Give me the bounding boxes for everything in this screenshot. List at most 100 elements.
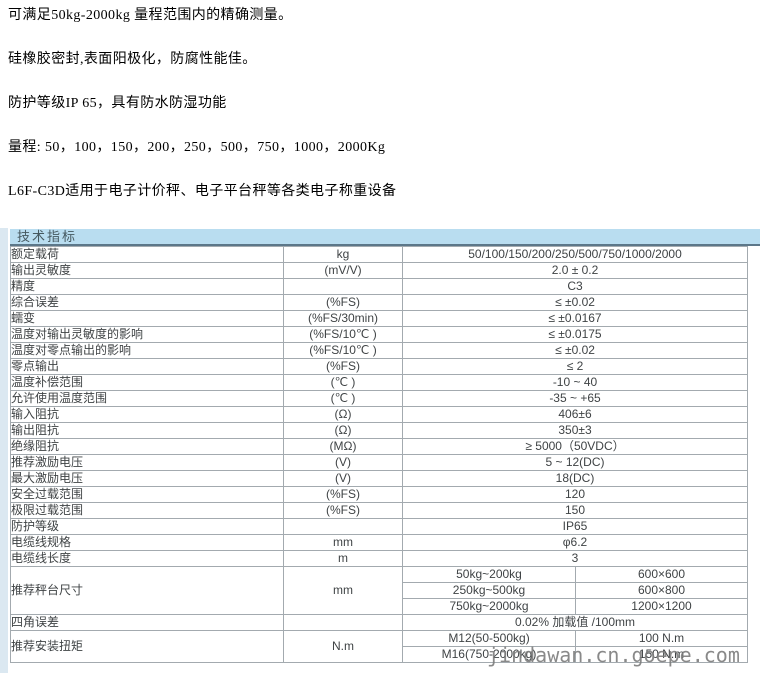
param-label-cell: 推荐安装扭矩 <box>10 630 284 663</box>
param-label-cell: 精度 <box>10 278 284 295</box>
table-row: 防护等级 IP65 <box>10 518 749 535</box>
table-row: 最大激励电压 (V) 18(DC) <box>10 470 749 487</box>
unit-cell: mm <box>283 566 403 615</box>
table-row: 温度补偿范围 (℃ ) -10 ~ 40 <box>10 374 749 391</box>
table-row: 允许使用温度范围 (℃ ) -35 ~ +65 <box>10 390 749 407</box>
value-cell: -35 ~ +65 <box>401 390 749 407</box>
unit-cell: (MΩ) <box>283 438 403 455</box>
spec-table-section: 技术指标 额定载荷 kg 50/100/150/200/250/500/750/10… <box>10 229 760 663</box>
unit-cell <box>283 278 403 295</box>
param-label-cell: 温度补偿范围 <box>10 374 284 391</box>
param-label-cell: 绝缘阻抗 <box>10 438 284 455</box>
param-label-cell: 温度对输出灵敏度的影响 <box>10 326 284 343</box>
table-row: 电缆线长度 m 3 <box>10 550 749 567</box>
table-row: 电缆线规格 mm φ6.2 <box>10 534 749 551</box>
param-label-cell: 温度对零点输出的影响 <box>10 342 284 359</box>
table-row: 安全过载范围 (%FS) 120 <box>10 486 749 503</box>
param-label-cell: 零点输出 <box>10 358 284 375</box>
intro-line: 硅橡胶密封,表面阳极化，防腐性能佳。 <box>8 52 257 67</box>
param-label-cell: 输出阻抗 <box>10 422 284 439</box>
param-label-cell: 允许使用温度范围 <box>10 390 284 407</box>
value-cell: ≤ ±0.02 <box>401 294 749 311</box>
sub-value-cell: 1200×1200 <box>574 598 749 615</box>
table-row: 四角误差 0.02% 加载值 /100mm <box>10 614 749 631</box>
param-label-cell: 电缆线规格 <box>10 534 284 551</box>
intro-line: 量程: 50，100，150，200，250，500，750，1000，2000… <box>8 140 386 155</box>
intro-line: 防护等级IP 65，具有防水防湿功能 <box>8 96 227 111</box>
unit-cell <box>283 518 403 535</box>
sub-value-cell: 150 N.m <box>574 646 749 663</box>
sub-range-cell: M12(50-500kg) <box>402 630 576 647</box>
param-label-cell: 最大激励电压 <box>10 470 284 487</box>
intro-line: L6F-C3D适用于电子计价秤、电子平台秤等各类电子称重设备 <box>8 184 397 199</box>
unit-cell: mm <box>283 534 403 551</box>
value-cell: ≤ ±0.0167 <box>401 310 749 327</box>
value-cell: φ6.2 <box>401 534 749 551</box>
spec-table: 额定载荷 kg 50/100/150/200/250/500/750/1000/20… <box>10 246 749 663</box>
table-row: 温度对输出灵敏度的影响 (%FS/10℃ ) ≤ ±0.0175 <box>10 326 749 343</box>
unit-cell: (℃ ) <box>283 390 403 407</box>
unit-cell: (Ω) <box>283 422 403 439</box>
sub-range-cell: 750kg~2000kg <box>402 598 576 615</box>
sub-range-cell: 250kg~500kg <box>402 582 576 599</box>
table-row: 输出灵敏度 (mV/V) 2.0 ± 0.2 <box>10 262 749 279</box>
sub-value-cell: 600×600 <box>574 566 749 583</box>
table-row: 推荐安装扭矩 N.m M12(50-500kg) 100 N.m <box>10 630 749 663</box>
left-margin-stripe <box>0 228 8 673</box>
param-label-cell: 输入阻抗 <box>10 406 284 423</box>
unit-cell: (℃ ) <box>283 374 403 391</box>
sub-value-cell: 100 N.m <box>574 630 749 647</box>
table-row: 综合误差 (%FS) ≤ ±0.02 <box>10 294 749 311</box>
intro-text: 可满足50kg-2000kg 量程范围内的精确测量。 硅橡胶密封,表面阳极化，防腐… <box>8 8 748 228</box>
value-cell: 150 <box>401 502 749 519</box>
value-cell: ≥ 5000（50VDC） <box>401 438 749 455</box>
value-cell: 50/100/150/200/250/500/750/1000/2000 <box>401 246 749 263</box>
table-row: 推荐秤台尺寸 mm 50kg~200kg 600×600 <box>10 566 749 615</box>
unit-cell: (Ω) <box>283 406 403 423</box>
param-label-cell: 电缆线长度 <box>10 550 284 567</box>
value-cell: C3 <box>401 278 749 295</box>
unit-cell: (V) <box>283 454 403 471</box>
value-cell: 120 <box>401 486 749 503</box>
param-label-cell: 防护等级 <box>10 518 284 535</box>
unit-cell: m <box>283 550 403 567</box>
table-row: M16(750-2000kg) 150 N.m <box>11 646 749 663</box>
param-label-cell: 极限过载范围 <box>10 502 284 519</box>
value-cell: 3 <box>401 550 749 567</box>
unit-cell: (V) <box>283 470 403 487</box>
unit-cell: kg <box>283 246 403 263</box>
param-label-cell: 安全过载范围 <box>10 486 284 503</box>
table-row: 温度对零点输出的影响 (%FS/10℃ ) ≤ ±0.02 <box>10 342 749 359</box>
unit-cell: (%FS/10℃ ) <box>283 326 403 343</box>
value-cell: ≤ ±0.02 <box>401 342 749 359</box>
unit-cell: (%FS/30min) <box>283 310 403 327</box>
table-row: 推荐激励电压 (V) 5 ~ 12(DC) <box>10 454 749 471</box>
param-label-cell: 综合误差 <box>10 294 284 311</box>
table-row: 绝缘阻抗 (MΩ) ≥ 5000（50VDC） <box>10 438 749 455</box>
table-row: 极限过载范围 (%FS) 150 <box>10 502 749 519</box>
value-cell: ≤ 2 <box>401 358 749 375</box>
unit-cell: (%FS) <box>283 358 403 375</box>
intro-line: 可满足50kg-2000kg 量程范围内的精确测量。 <box>8 8 293 23</box>
unit-cell: N.m <box>283 630 403 663</box>
value-cell: -10 ~ 40 <box>401 374 749 391</box>
param-label-cell: 推荐秤台尺寸 <box>10 566 284 615</box>
param-label-cell: 蠕变 <box>10 310 284 327</box>
table-title: 技术指标 <box>10 229 760 246</box>
table-row: 零点输出 (%FS) ≤ 2 <box>10 358 749 375</box>
value-cell: 5 ~ 12(DC) <box>401 454 749 471</box>
unit-cell: (%FS) <box>283 294 403 311</box>
unit-cell: (%FS) <box>283 502 403 519</box>
sub-value-cell: 600×800 <box>574 582 749 599</box>
table-row: 输入阻抗 (Ω) 406±6 <box>10 406 749 423</box>
unit-cell: (%FS/10℃ ) <box>283 342 403 359</box>
param-label-cell: 推荐激励电压 <box>10 454 284 471</box>
unit-cell: (mV/V) <box>283 262 403 279</box>
value-cell: IP65 <box>401 518 749 535</box>
unit-cell <box>283 614 403 631</box>
table-row: 输出阻抗 (Ω) 350±3 <box>10 422 749 439</box>
param-label-cell: 额定载荷 <box>10 246 284 263</box>
sub-range-cell: 50kg~200kg <box>402 566 576 583</box>
value-cell: ≤ ±0.0175 <box>401 326 749 343</box>
table-row: 蠕变 (%FS/30min) ≤ ±0.0167 <box>10 310 749 327</box>
